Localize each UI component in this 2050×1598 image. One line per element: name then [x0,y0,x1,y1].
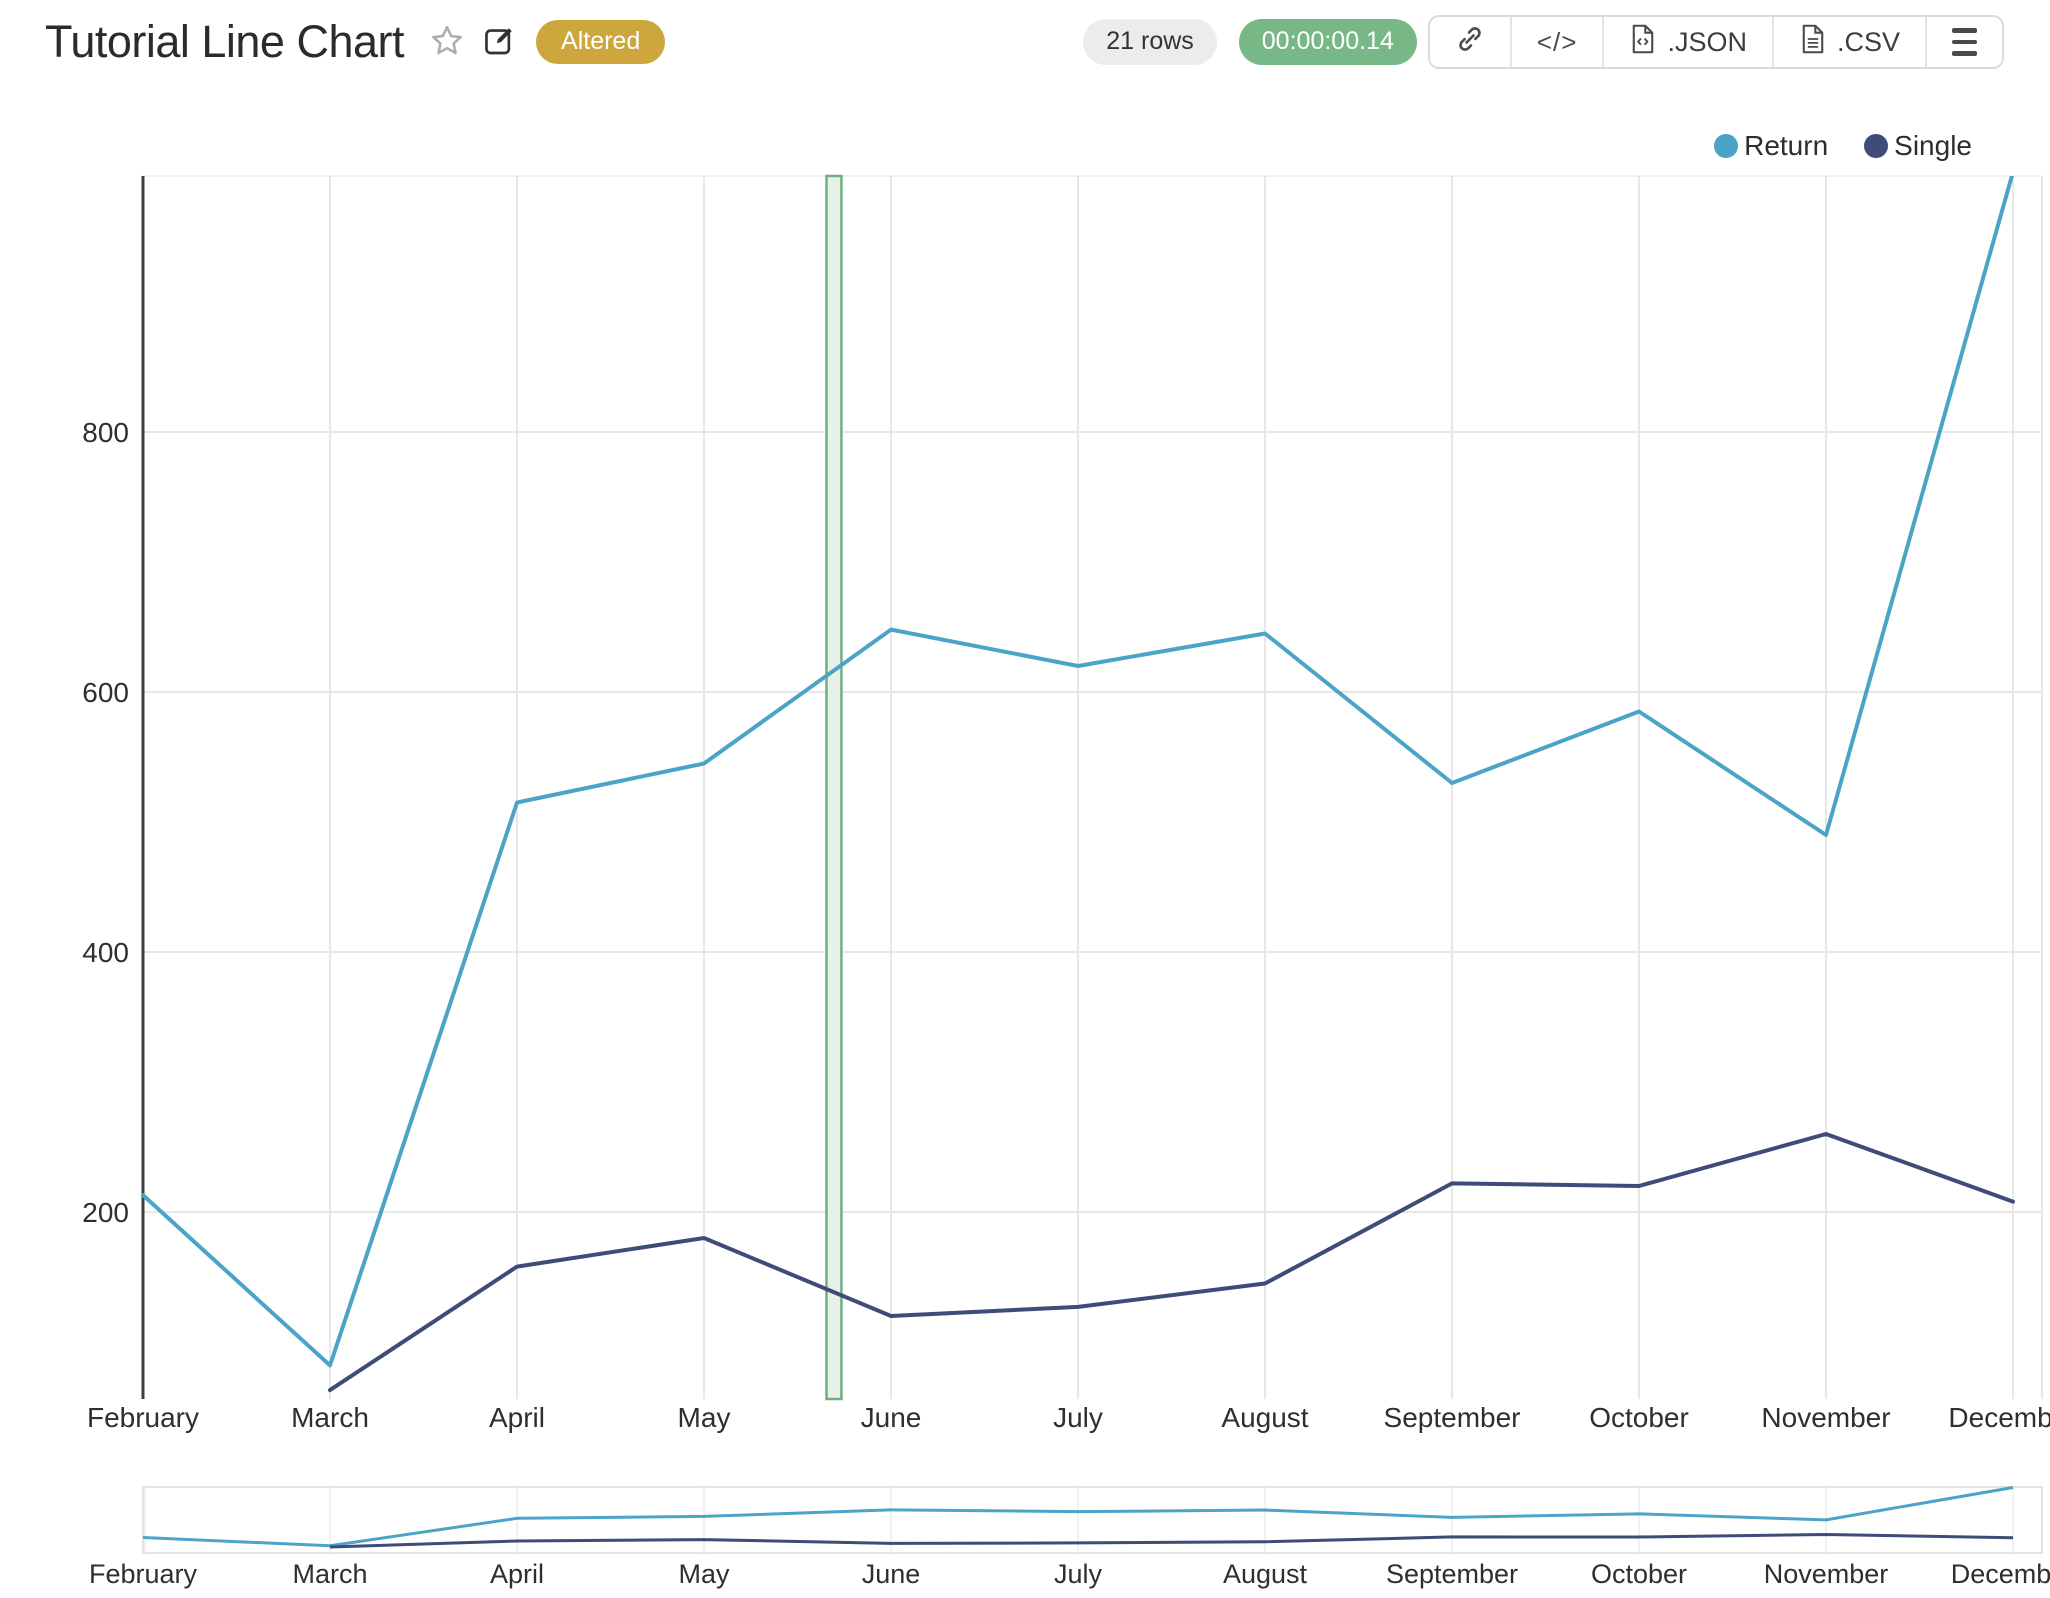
legend-item-return[interactable]: Return [1714,130,1828,162]
menu-icon [1952,25,1977,60]
x-tick-label: June [861,1402,922,1433]
series-line-single [328,1132,2015,1393]
x-gridlines [329,176,2043,1399]
mini-x-tick-label: June [862,1559,921,1589]
mini-series-line-return [142,1486,2014,1548]
y-tick-label: 800 [82,417,129,448]
x-tick-label: December [1948,1402,2050,1433]
favorite-star-button[interactable] [429,23,465,62]
file-csv-icon [1799,24,1827,61]
x-tick-label: September [1384,1402,1521,1433]
export-button-group: </> .JSON [1427,15,2004,69]
mini-x-tick-label: February [89,1559,198,1589]
mini-x-tick-label: March [292,1559,367,1589]
series-line-return [141,176,2014,1368]
mini-x-tick-label: May [678,1559,730,1589]
status-badge: Altered [536,20,666,64]
link-icon [1455,24,1485,61]
mini-x-tick-label: December [1951,1559,2050,1589]
mini-x-tick-label: July [1054,1559,1103,1589]
share-link-button[interactable] [1430,17,1510,67]
download-json-button[interactable]: .JSON [1602,17,1772,67]
mini-x-tick-label: August [1223,1559,1308,1589]
edit-pencil-icon [483,25,515,60]
edit-query-button[interactable] [483,25,515,60]
y-gridlines: 200 400 600 800 [82,175,2042,1228]
page-title: Tutorial Line Chart [45,16,405,67]
y-tick-label: 200 [82,1197,129,1228]
y-tick-label: 600 [82,677,129,708]
code-icon: </> [1536,26,1578,57]
download-csv-button[interactable]: .CSV [1771,17,1925,67]
mini-x-tick-label: November [1764,1559,1889,1589]
row-count-badge: 21 rows [1083,19,1217,65]
menu-button[interactable] [1925,17,2002,67]
x-tick-label: April [489,1402,545,1433]
x-tick-label: August [1221,1402,1308,1433]
x-tick-label: July [1053,1402,1103,1433]
file-json-icon [1629,24,1657,61]
x-tick-labels: February March April May June July August Septe… [87,1402,2050,1433]
mini-x-tick-label: April [490,1559,544,1589]
x-tick-label: October [1589,1402,1689,1433]
single-series-dot [1864,134,1889,158]
json-button-label: .JSON [1667,26,1747,57]
star-icon [429,23,465,62]
execution-time-badge: 00:00:00.14 [1238,19,1417,65]
chart-legend: Return Single [1714,130,1972,162]
x-tick-label: May [678,1402,731,1433]
embed-code-button[interactable]: </> [1509,17,1603,67]
return-series-dot [1714,134,1739,158]
x-tick-label: March [291,1402,369,1433]
query-header: Tutorial Line Chart Altered 21 rows 00:0… [45,10,2004,74]
legend-label-return: Return [1744,130,1829,161]
x-tick-label: February [87,1402,199,1433]
mini-series-line-single [329,1532,2014,1549]
x-tick-label: November [1761,1402,1890,1433]
legend-item-single[interactable]: Single [1864,130,1972,162]
y-tick-label: 400 [82,937,129,968]
legend-label-single: Single [1894,130,1972,161]
result-toolbar: 21 rows 00:00:00.14 </> [1083,15,2004,69]
csv-button-label: .CSV [1836,26,1900,57]
highlight-band[interactable] [825,174,843,1401]
mini-x-tick-label: September [1386,1559,1518,1589]
mini-x-tick-label: October [1591,1559,1687,1589]
range-slider[interactable]: February March April May June July August Septe… [89,1486,2050,1589]
